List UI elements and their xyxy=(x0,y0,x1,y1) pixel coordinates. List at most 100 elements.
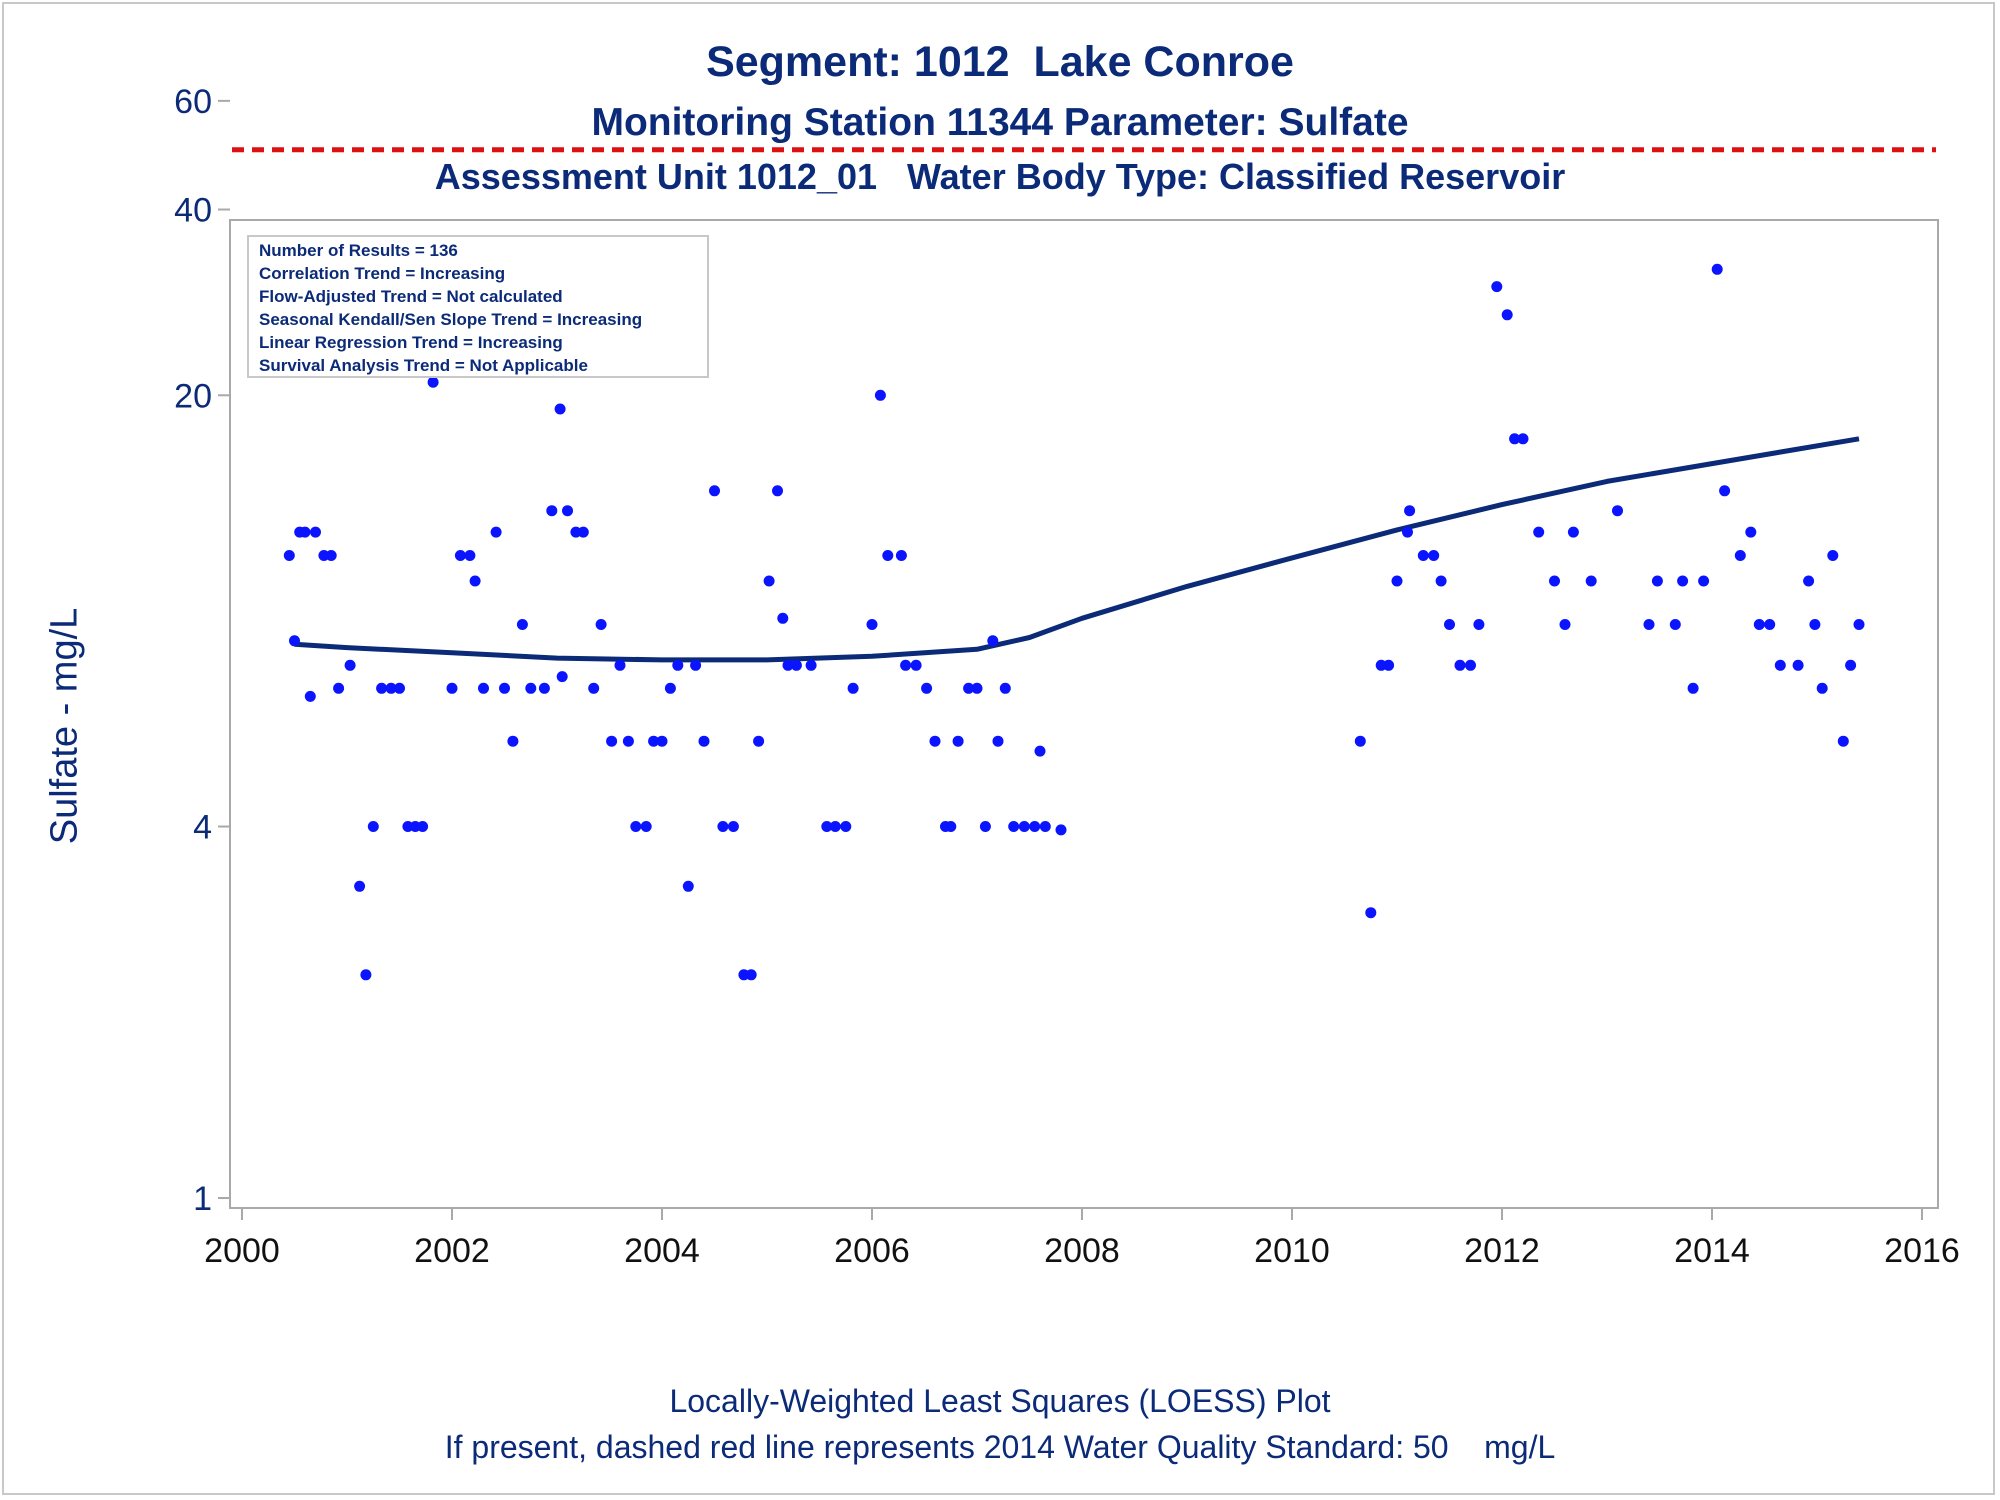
summary-line: Seasonal Kendall/Sen Slope Trend = Incre… xyxy=(259,310,643,329)
summary-line: Number of Results = 136 xyxy=(259,241,458,260)
x-tick-label: 2016 xyxy=(1884,1232,1960,1270)
x-tick-label: 2012 xyxy=(1464,1232,1540,1270)
data-point xyxy=(385,682,397,694)
data-point xyxy=(664,682,676,694)
data-point xyxy=(469,575,481,587)
data-point xyxy=(1465,659,1476,671)
data-point xyxy=(478,682,489,694)
data-point xyxy=(289,635,300,647)
data-point xyxy=(454,550,466,561)
data-point xyxy=(690,659,702,671)
x-tick-label: 2010 xyxy=(1254,1232,1330,1270)
data-point xyxy=(1687,682,1699,694)
data-point xyxy=(1585,575,1597,587)
data-point xyxy=(622,735,634,747)
data-point xyxy=(1549,575,1560,587)
x-tick-label: 2000 xyxy=(204,1232,280,1270)
data-point xyxy=(709,485,720,497)
data-point xyxy=(1383,659,1395,671)
data-point xyxy=(910,659,922,671)
data-point xyxy=(1039,821,1051,832)
data-point xyxy=(490,526,502,538)
data-point xyxy=(1435,575,1447,587)
data-point xyxy=(546,505,558,517)
data-point xyxy=(1816,682,1828,694)
data-point xyxy=(1473,619,1485,630)
data-point xyxy=(790,659,802,671)
data-point xyxy=(1018,821,1030,832)
data-point xyxy=(1809,619,1821,630)
data-point xyxy=(1029,821,1041,832)
footnote: Locally-Weighted Least Squares (LOESS) P… xyxy=(669,1383,1331,1419)
data-point xyxy=(554,403,566,415)
chart-subtitle: Monitoring Station 11344 Parameter: Sulf… xyxy=(591,101,1409,144)
x-tick-label: 2006 xyxy=(834,1232,910,1270)
data-point xyxy=(840,821,852,832)
data-point xyxy=(727,821,739,832)
data-point xyxy=(772,485,783,497)
data-point xyxy=(1827,550,1839,561)
data-point xyxy=(344,659,356,671)
data-point xyxy=(464,550,476,561)
data-point xyxy=(1402,526,1413,538)
data-point xyxy=(1533,526,1545,538)
data-point xyxy=(614,659,626,671)
data-point xyxy=(1404,505,1416,517)
data-point xyxy=(1845,659,1857,671)
data-point xyxy=(1774,659,1786,671)
data-point xyxy=(1008,821,1020,832)
data-point xyxy=(682,880,694,892)
data-point xyxy=(945,821,957,832)
data-point xyxy=(1444,619,1455,630)
footnote: If present, dashed red line represents 2… xyxy=(444,1429,1556,1465)
chart-subtitle-2: Assessment Unit 1012_01 Water Body Type:… xyxy=(434,156,1566,197)
data-point xyxy=(1719,485,1731,497)
data-point xyxy=(1651,575,1663,587)
data-point xyxy=(987,635,999,647)
data-point xyxy=(525,682,537,694)
data-point xyxy=(310,526,321,538)
summary-line: Flow-Adjusted Trend = Not calculated xyxy=(259,287,563,306)
data-point xyxy=(1837,735,1849,747)
data-point xyxy=(1491,281,1503,293)
data-point xyxy=(1698,575,1710,587)
axis-ticks: 2000 2002 2004 2006 2008 2010 2012 2014 2016 1 4 20… xyxy=(174,83,1960,1270)
data-point xyxy=(763,575,775,587)
data-point xyxy=(417,821,429,832)
data-point xyxy=(354,880,366,892)
data-point xyxy=(895,550,907,561)
data-point xyxy=(648,735,660,747)
data-point xyxy=(999,682,1011,694)
data-point xyxy=(745,969,757,981)
data-point xyxy=(606,735,618,747)
data-point xyxy=(1677,575,1689,587)
data-point xyxy=(1428,550,1440,561)
data-point xyxy=(1417,550,1429,561)
data-point xyxy=(698,735,710,747)
loess-line xyxy=(294,436,1860,663)
data-point xyxy=(507,735,519,747)
summary-line: Linear Regression Trend = Increasing xyxy=(259,333,563,352)
data-point xyxy=(562,505,573,517)
y-tick-label: 1 xyxy=(193,1180,212,1218)
data-point xyxy=(992,735,1004,747)
data-point xyxy=(360,969,372,981)
data-point xyxy=(1454,659,1466,671)
trend-summary-box: Number of Results = 136 Correlation Tren… xyxy=(247,235,709,378)
data-point xyxy=(1669,619,1681,630)
data-point xyxy=(394,682,405,694)
data-point xyxy=(821,821,833,832)
data-point xyxy=(900,659,912,671)
data-point xyxy=(753,735,765,747)
data-point xyxy=(1853,619,1865,630)
x-tick-label: 2014 xyxy=(1674,1232,1750,1270)
data-point xyxy=(299,526,311,538)
data-point xyxy=(640,821,652,832)
data-point xyxy=(446,682,458,694)
data-point xyxy=(656,735,668,747)
data-point xyxy=(874,389,886,401)
data-point xyxy=(1753,619,1765,630)
y-tick-label: 40 xyxy=(174,192,212,230)
data-point xyxy=(325,550,337,561)
